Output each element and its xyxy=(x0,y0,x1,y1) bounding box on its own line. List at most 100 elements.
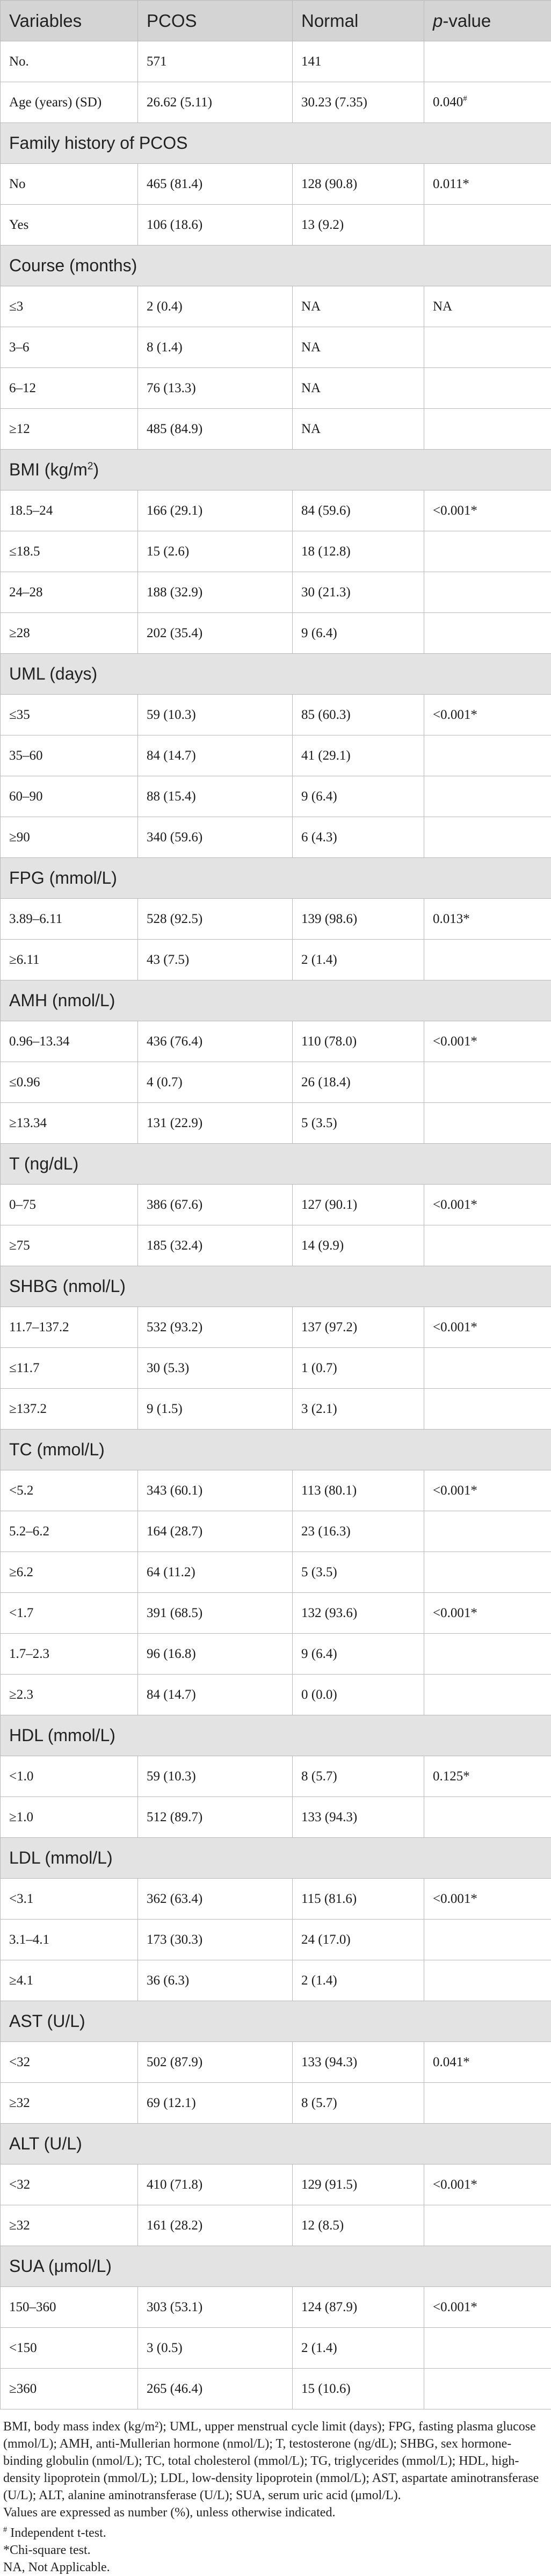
normal-cell: NA xyxy=(293,327,424,368)
group-header: LDL (mmol/L) xyxy=(1,1838,551,1879)
normal-cell-text: 30 (21.3) xyxy=(301,585,351,600)
pcos-cell-text: 532 (93.2) xyxy=(147,1320,202,1334)
variable-cell-text: <32 xyxy=(9,2177,30,2192)
group-header-row: HDL (mmol/L) xyxy=(1,1715,551,1756)
group-title: ALT (U/L) xyxy=(9,2134,82,2153)
pcos-cell: 161 (28.2) xyxy=(138,2205,293,2246)
pvalue-cell-text: <0.001* xyxy=(433,708,477,722)
variable-cell-text: 24–28 xyxy=(9,585,43,600)
pvalue-cell xyxy=(424,1511,551,1552)
pcos-cell: 36 (6.3) xyxy=(138,1960,293,2001)
normal-cell-text: 3 (2.1) xyxy=(301,1402,337,1416)
normal-cell-text: 9 (6.4) xyxy=(301,1647,337,1661)
pvalue-cell-text: 0.011* xyxy=(433,177,469,191)
group-title: T (ng/dL) xyxy=(9,1154,78,1173)
group-header: AST (U/L) xyxy=(1,2001,551,2042)
pcos-cell: 96 (16.8) xyxy=(138,1634,293,1675)
pcos-cell-text: 185 (32.4) xyxy=(147,1238,202,1253)
variable-cell-text: 0.96–13.34 xyxy=(9,1034,70,1049)
normal-cell: 9 (6.4) xyxy=(293,1634,424,1675)
group-header: HDL (mmol/L) xyxy=(1,1715,551,1756)
pcos-cell: 265 (46.4) xyxy=(138,2369,293,2409)
pcos-cell: 512 (89.7) xyxy=(138,1797,293,1838)
variable-cell-text: ≥90 xyxy=(9,830,30,845)
normal-cell: 2 (1.4) xyxy=(293,1960,424,2001)
variable-cell: 24–28 xyxy=(1,572,138,613)
group-header: TC (mmol/L) xyxy=(1,1430,551,1470)
pvalue-cell xyxy=(424,735,551,776)
variable-cell: 1.7–2.3 xyxy=(1,1634,138,1675)
pcos-cell: 2 (0.4) xyxy=(138,286,293,327)
pcos-cell-text: 161 (28.2) xyxy=(147,2218,202,2233)
variable-cell: ≥2.3 xyxy=(1,1675,138,1715)
normal-cell: 9 (6.4) xyxy=(293,776,424,817)
normal-cell: 30.23 (7.35) xyxy=(293,82,424,123)
variable-cell: <150 xyxy=(1,2328,138,2369)
pcos-cell: 166 (29.1) xyxy=(138,490,293,531)
footnote-hash-text: Independent t-test. xyxy=(7,2526,106,2540)
normal-cell-text: 13 (9.2) xyxy=(301,218,344,232)
normal-cell: NA xyxy=(293,368,424,409)
pcos-cell: 9 (1.5) xyxy=(138,1389,293,1430)
pvalue-cell xyxy=(424,940,551,980)
normal-cell: 6 (4.3) xyxy=(293,817,424,858)
normal-cell: 18 (12.8) xyxy=(293,531,424,572)
variable-cell: ≥12 xyxy=(1,409,138,450)
normal-cell: 115 (81.6) xyxy=(293,1879,424,1920)
pvalue-cell: <0.001* xyxy=(424,2287,551,2328)
normal-cell-text: 14 (9.9) xyxy=(301,1238,344,1253)
normal-cell: 26 (18.4) xyxy=(293,1062,424,1103)
pcos-cell-text: 340 (59.6) xyxy=(147,830,202,845)
variable-cell-text: 5.2–6.2 xyxy=(9,1524,49,1539)
pvalue-cell xyxy=(424,1634,551,1675)
footnote-ttest: # Independent t-test. xyxy=(3,2521,548,2542)
normal-cell-text: 133 (94.3) xyxy=(301,2055,357,2069)
normal-cell-text: 1 (0.7) xyxy=(301,1361,337,1375)
normal-cell: 12 (8.5) xyxy=(293,2205,424,2246)
variable-cell: <1.7 xyxy=(1,1593,138,1634)
pcos-cell-text: 436 (76.4) xyxy=(147,1034,202,1049)
normal-cell: 137 (97.2) xyxy=(293,1307,424,1348)
normal-cell: 8 (5.7) xyxy=(293,2083,424,2124)
variable-cell: 0–75 xyxy=(1,1185,138,1225)
normal-cell: 9 (6.4) xyxy=(293,613,424,654)
pcos-cell-text: 386 (67.6) xyxy=(147,1197,202,1212)
normal-cell: 5 (3.5) xyxy=(293,1552,424,1593)
pvalue-cell xyxy=(424,41,551,82)
pcos-cell: 106 (18.6) xyxy=(138,205,293,246)
pcos-cell-text: 2 (0.4) xyxy=(147,299,183,314)
normal-cell: 5 (3.5) xyxy=(293,1103,424,1144)
normal-cell: 113 (80.1) xyxy=(293,1470,424,1511)
variable-cell: 5.2–6.2 xyxy=(1,1511,138,1552)
group-header-row: T (ng/dL) xyxy=(1,1144,551,1185)
pcos-cell-text: 30 (5.3) xyxy=(147,1361,189,1375)
group-header-row: UML (days) xyxy=(1,654,551,695)
variable-cell: 6–12 xyxy=(1,368,138,409)
normal-cell: 3 (2.1) xyxy=(293,1389,424,1430)
normal-cell-text: 2 (1.4) xyxy=(301,1973,337,1988)
variable-cell: 60–90 xyxy=(1,776,138,817)
normal-cell: 14 (9.9) xyxy=(293,1225,424,1266)
normal-cell: 0 (0.0) xyxy=(293,1675,424,1715)
pcos-cell-text: 84 (14.7) xyxy=(147,1687,196,1702)
normal-cell-text: 9 (6.4) xyxy=(301,626,337,640)
group-header-row: AST (U/L) xyxy=(1,2001,551,2042)
group-header-row: BMI (kg/m2) xyxy=(1,450,551,490)
pvalue-cell: 0.125* xyxy=(424,1756,551,1797)
normal-cell-text: 8 (5.7) xyxy=(301,1769,337,1784)
pcos-cell-text: 88 (15.4) xyxy=(147,789,196,804)
normal-cell-text: 8 (5.7) xyxy=(301,2096,337,2110)
